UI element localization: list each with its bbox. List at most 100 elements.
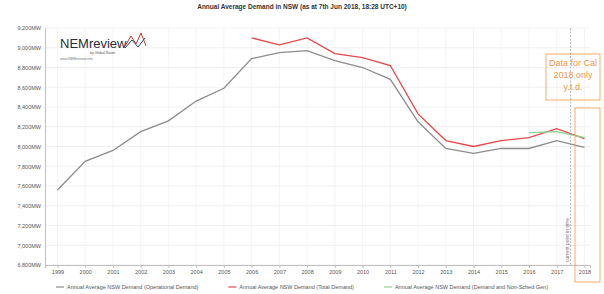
legend-label: Annual Average NSW Demand (Demand and No… [395, 284, 548, 290]
x-tick-label: 2000 [80, 269, 92, 275]
y-tick-label: 8,800MW [17, 65, 41, 71]
annotation-column [575, 108, 600, 282]
x-tick: 2001 [107, 265, 119, 275]
x-tick-mark [85, 265, 86, 268]
x-tick-label: 2007 [274, 269, 286, 275]
x-axis-line [46, 266, 591, 269]
x-tick: 2015 [496, 265, 508, 275]
x-tick: 2011 [385, 265, 397, 275]
grid-line [223, 28, 224, 265]
y-tick-label: 7,000MW [17, 243, 41, 249]
x-tick-mark [418, 265, 419, 268]
y-tick: 7,000MW [17, 243, 45, 249]
x-tick-mark [529, 265, 530, 268]
grid-line [45, 87, 590, 88]
x-tick-label: 2013 [440, 269, 452, 275]
x-tick: 2007 [274, 265, 286, 275]
y-tick: 7,800MW [17, 164, 45, 170]
grid-line [45, 67, 590, 68]
x-tick-mark [501, 265, 502, 268]
title: Annual Average Demand in NSW (as at 7th … [197, 3, 407, 11]
chart: 6,800MW7,000MW7,200MW7,400MW7,600MW7,800… [0, 0, 604, 294]
x-tick-mark [446, 265, 447, 268]
x-tick: 2012 [412, 265, 424, 275]
x-tick-label: 2009 [329, 269, 341, 275]
x-tick: 2006 [246, 265, 258, 275]
grid-line [140, 28, 141, 265]
legend-label: Annual Average NSW Demand (Total Demand) [239, 284, 354, 290]
grid-line [501, 28, 502, 265]
logo-subtitle: by Global-Roam [90, 51, 115, 55]
x-tick-label: 2008 [301, 269, 313, 275]
x-tick-mark [57, 265, 58, 268]
grid-line [334, 28, 335, 265]
y-axis: 6,800MW7,000MW7,200MW7,400MW7,600MW7,800… [17, 25, 45, 268]
x-tick: 1999 [52, 265, 64, 275]
y-tick-label: 8,600MW [17, 85, 41, 91]
x-tick-label: 2001 [107, 269, 119, 275]
legend-item: Annual Average NSW Demand (Operational D… [56, 284, 199, 290]
y-tick-label: 7,200MW [17, 223, 41, 229]
annotation-box [546, 54, 600, 100]
x-tick-label: 2018 [579, 269, 591, 275]
y-tick: 9,200MW [17, 25, 45, 31]
y-tick: 8,600MW [17, 85, 45, 91]
grid-line [362, 28, 363, 265]
x-tick-label: 2015 [496, 269, 508, 275]
x-tick-label: 2004 [191, 269, 203, 275]
x-tick-mark [196, 265, 197, 268]
y-tick-label: 7,400MW [17, 203, 41, 209]
grid-line [85, 28, 86, 265]
y-tick: 8,800MW [17, 65, 45, 71]
x-tick-label: 2005 [218, 269, 230, 275]
y-tick-label: 8,400MW [17, 104, 41, 110]
legend-swatch [384, 286, 392, 287]
x-tick-label: 2002 [135, 269, 147, 275]
series-line [57, 51, 584, 190]
y-tick-label: 7,600MW [17, 183, 41, 189]
x-tick-mark [335, 265, 336, 268]
grid-line [45, 166, 590, 167]
y-tick: 9,000MW [17, 45, 45, 51]
y-tick: 8,200MW [17, 124, 45, 130]
grid-line [418, 28, 419, 265]
x-tick: 2003 [163, 265, 175, 275]
x-tick: 2017 [551, 265, 563, 275]
legend: Annual Average NSW Demand (Operational D… [56, 284, 548, 290]
y-tick-label: 7,800MW [17, 164, 41, 170]
legend-item: Annual Average NSW Demand (Demand and No… [384, 284, 548, 290]
grid-line [45, 126, 590, 127]
x-tick-mark [224, 265, 225, 268]
grid-line [445, 28, 446, 265]
grid-line [45, 225, 590, 226]
y-tick: 7,200MW [17, 223, 45, 229]
x-tick-label: 2014 [468, 269, 480, 275]
grid-line [45, 205, 590, 206]
x-tick-mark [390, 265, 391, 268]
grid-line [279, 28, 280, 265]
grid-line [112, 28, 113, 265]
x-tick: 2005 [218, 265, 230, 275]
y-tick: 8,400MW [17, 104, 45, 110]
x-tick: 2008 [301, 265, 313, 275]
grid-line [45, 28, 590, 29]
grid-line [57, 28, 58, 265]
annotation-text: Data for Cal2018 onlyy.t.d. [549, 58, 597, 92]
grid-line [307, 28, 308, 265]
x-tick-mark [363, 265, 364, 268]
x-tick-mark [279, 265, 280, 268]
legend-label: Annual Average NSW Demand (Operational D… [67, 284, 199, 290]
x-tick-mark [557, 265, 558, 268]
series-line [529, 132, 584, 138]
x-tick: 2009 [329, 265, 341, 275]
y-tick: 7,600MW [17, 183, 45, 189]
grid-line [45, 47, 590, 48]
x-tick: 2004 [191, 265, 203, 275]
x-tick-label: 2010 [357, 269, 369, 275]
legend-swatch [56, 286, 64, 287]
grid-line [45, 245, 590, 246]
x-tick-label: 1999 [52, 269, 64, 275]
x-tick-label: 2006 [246, 269, 258, 275]
grid-line [251, 28, 252, 265]
plot: 6,800MW7,000MW7,200MW7,400MW7,600MW7,800… [17, 25, 591, 275]
